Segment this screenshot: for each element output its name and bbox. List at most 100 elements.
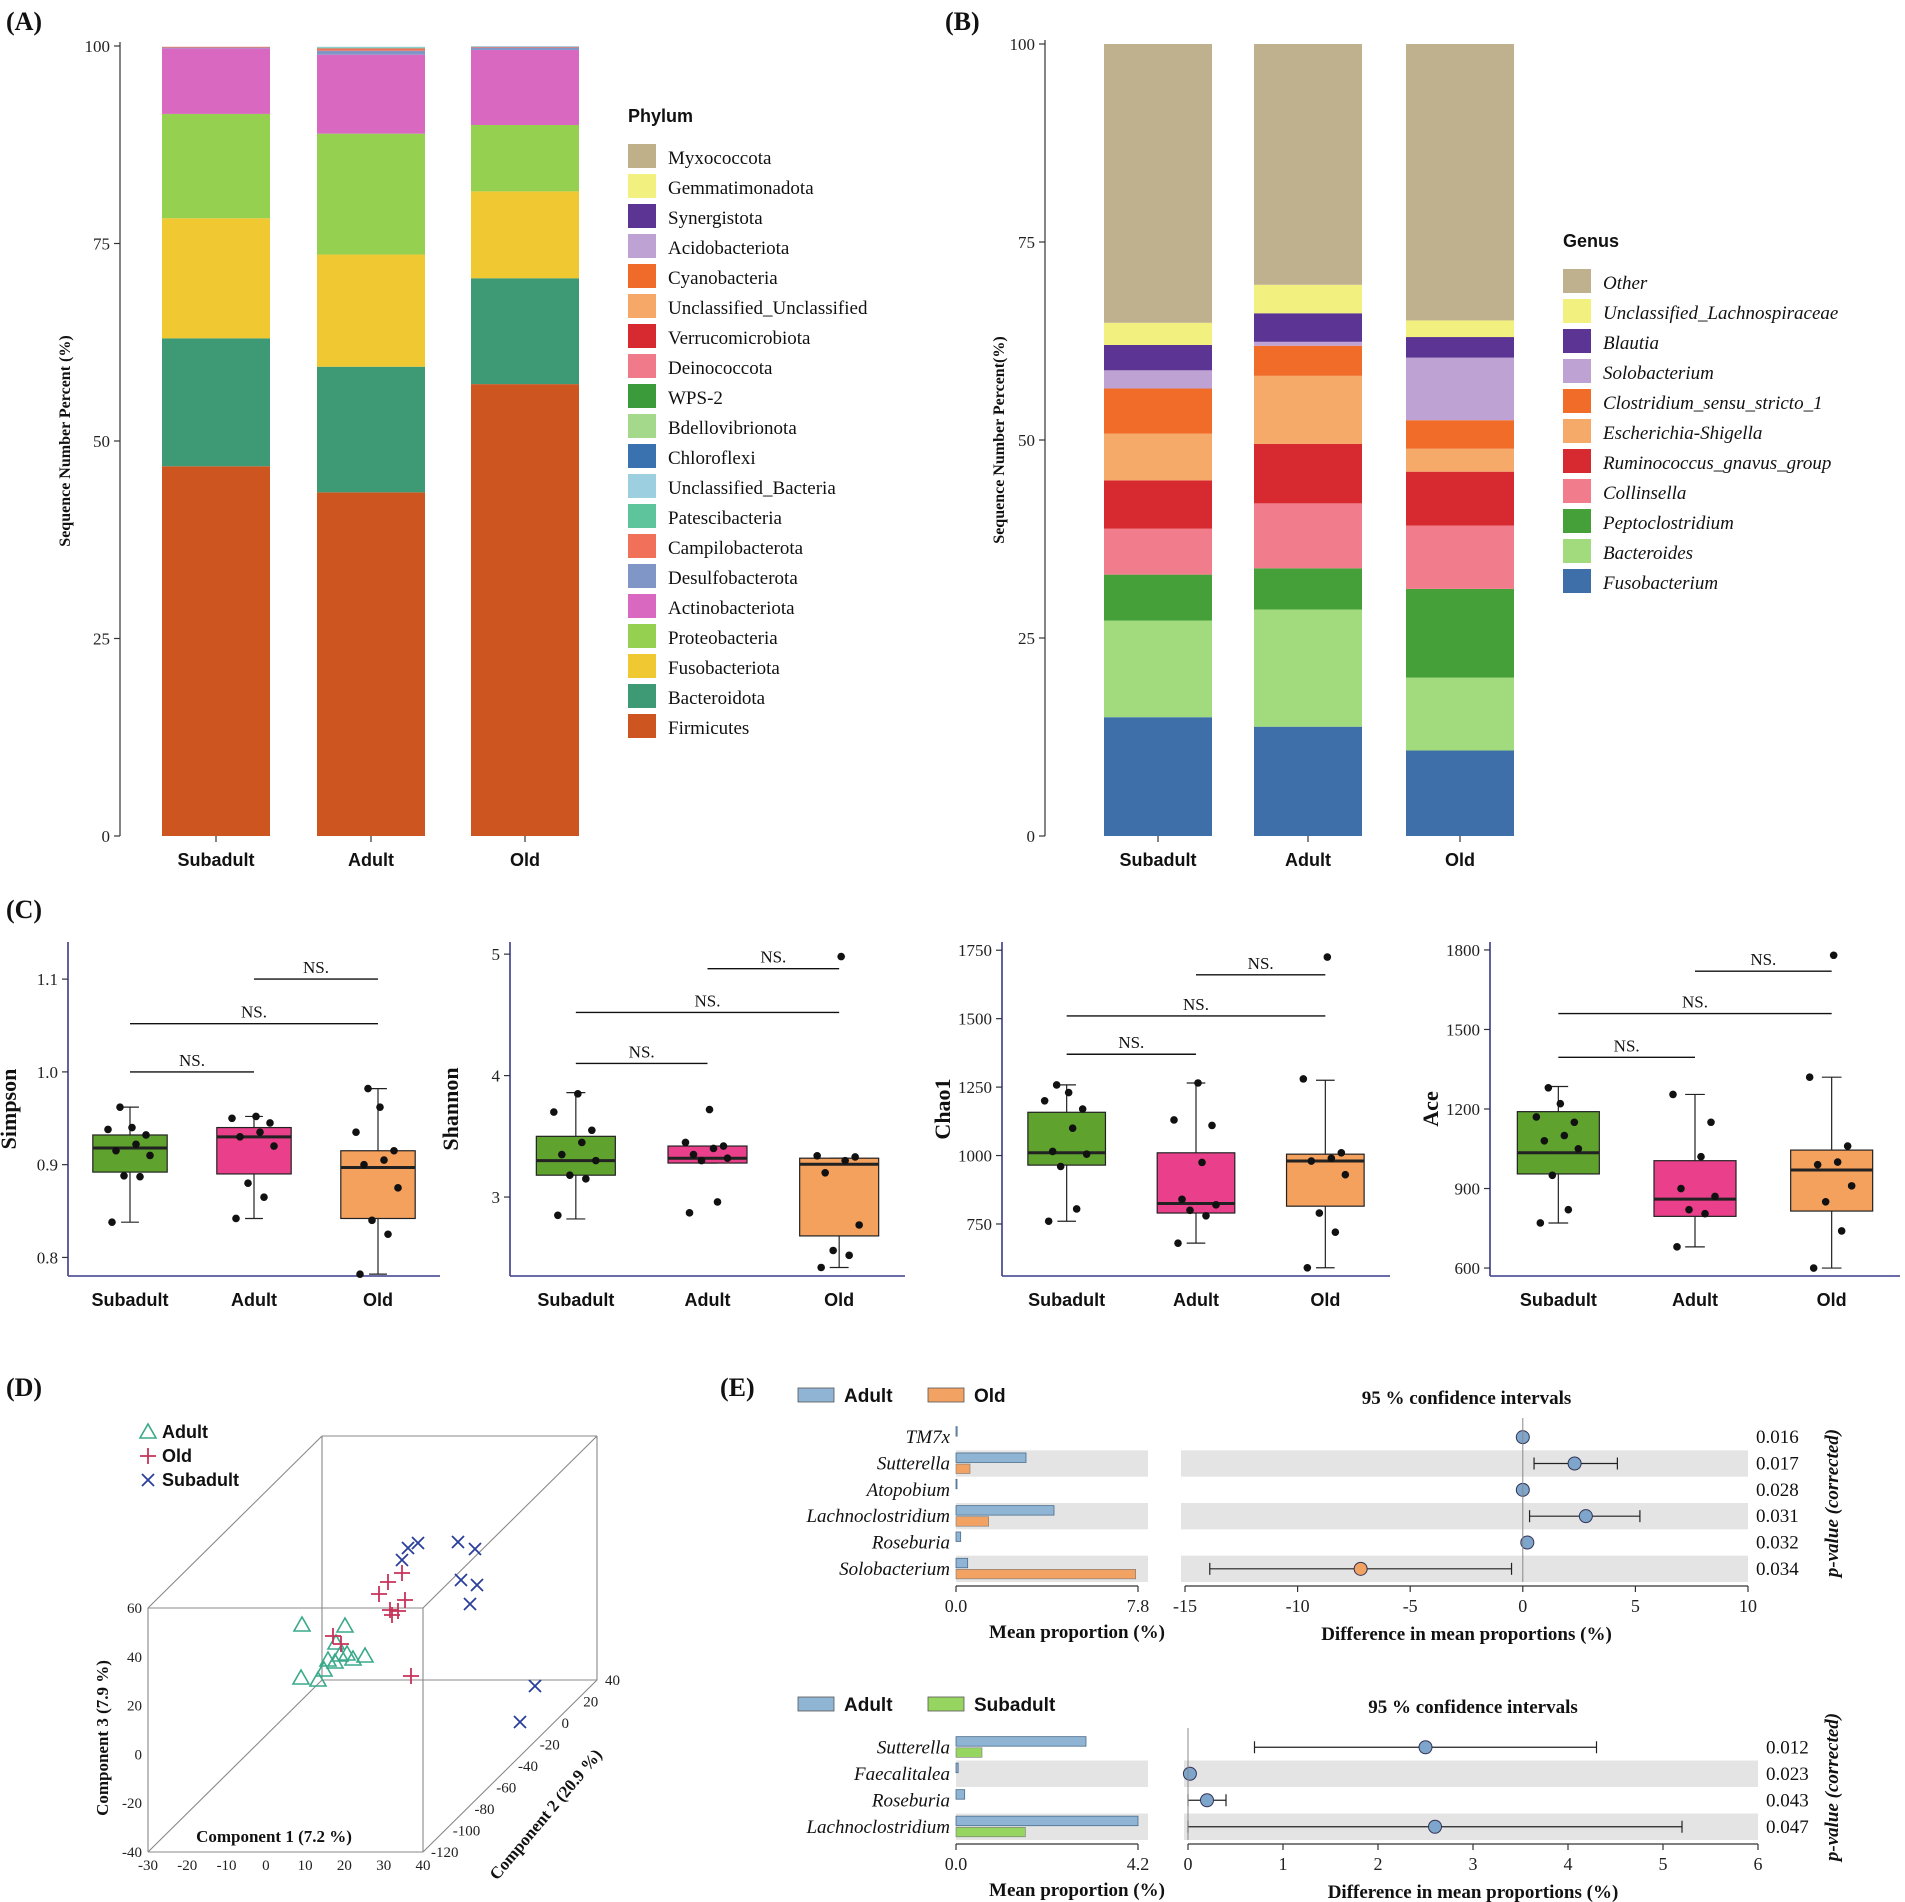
legend-swatch: [628, 444, 656, 468]
legend-item: Chloroflexi: [668, 448, 756, 469]
box: [92, 1134, 168, 1173]
data-point: [116, 1103, 124, 1111]
data-point: [813, 1151, 821, 1160]
cube-edge: [147, 1679, 323, 1853]
ci-tick-label: 0: [1184, 1854, 1193, 1874]
y-tick-label: 3: [492, 1188, 501, 1207]
legend-title: Phylum: [628, 106, 693, 126]
legend-item: WPS-2: [668, 388, 723, 409]
y-axis-title: Simpson: [0, 1069, 21, 1150]
ci-point: [1200, 1793, 1214, 1808]
legend-swatch: [1563, 419, 1591, 443]
data-point: [1707, 1118, 1715, 1127]
taxon-label: Lachnoclostridium: [805, 1817, 950, 1838]
data-point: [146, 1151, 154, 1160]
marker-plus: [371, 1586, 387, 1602]
legend-swatch: [628, 534, 656, 558]
bar-tick-label: 0.0: [945, 1854, 968, 1874]
box-plot-ace: 600 900 1200 1500 1800 Ace Subadult Adult Old NS.…: [1418, 941, 1900, 1310]
legend-swatch: [628, 234, 656, 258]
bar-segment-bacteroides: [1406, 677, 1514, 751]
marker-x: [470, 1578, 484, 1592]
bar-segment-campilobacterota: [317, 48, 425, 51]
data-point: [837, 952, 845, 961]
x-tick-label: Old: [363, 1290, 393, 1310]
row-band: [1184, 1760, 1758, 1787]
ci-tick-label: -15: [1173, 1596, 1197, 1616]
z-tick-label: -40: [122, 1845, 142, 1861]
bar-segment-firmicutes: [471, 384, 579, 836]
depth-tick-label: 40: [605, 1673, 620, 1689]
p-value: 0.012: [1766, 1737, 1809, 1758]
y-tick-label: 600: [1455, 1259, 1481, 1278]
data-point: [578, 1138, 586, 1147]
ci-tick-label: 3: [1469, 1854, 1478, 1874]
bar-segment-fusobacteriota: [162, 218, 270, 339]
marker-plus: [397, 1592, 413, 1608]
significance-label: NS.: [1118, 1033, 1144, 1052]
marker-triangle: [314, 1660, 334, 1677]
x-tick-label: Old: [1817, 1290, 1847, 1310]
legend-item: Subadult: [162, 1470, 239, 1490]
data-point: [1837, 1227, 1846, 1235]
data-point: [394, 1184, 402, 1192]
legend-item: Fusobacteriota: [668, 658, 780, 679]
marker-triangle: [291, 1668, 311, 1685]
data-point: [1829, 951, 1838, 960]
x-tick-label: Adult: [685, 1290, 731, 1310]
data-point: [845, 1251, 853, 1260]
bar-group-b: [955, 1747, 983, 1758]
legend-swatch: [1563, 479, 1591, 503]
y-tick-label: 100: [85, 37, 111, 56]
data-point: [1560, 1131, 1569, 1140]
y-tick-label: 1750: [958, 941, 992, 960]
data-point: [1198, 1158, 1206, 1167]
legend-item: Deinococcota: [668, 358, 773, 379]
p-value: 0.043: [1766, 1790, 1809, 1811]
data-point: [592, 1156, 600, 1165]
bar-group-b: [955, 1516, 989, 1527]
data-point: [1685, 1205, 1693, 1214]
bar-group-a: [955, 1505, 1055, 1516]
x-tick-label: Old: [1310, 1290, 1340, 1310]
bar-segment-fusobacterium: [1406, 750, 1514, 836]
data-point: [1048, 1147, 1057, 1156]
y-tick-label: 50: [93, 432, 110, 451]
legend-swatch: [797, 1387, 835, 1403]
marker-plus: [140, 1448, 156, 1464]
bar-segment-proteobacteria: [471, 125, 579, 192]
data-point: [1564, 1205, 1573, 1214]
data-point: [550, 1108, 558, 1116]
legend-swatch: [628, 354, 656, 378]
box: [667, 1145, 748, 1164]
bar-group-b: [955, 1826, 1026, 1838]
depth-tick-label: -20: [540, 1738, 560, 1754]
data-point: [390, 1146, 398, 1155]
data-point: [108, 1218, 116, 1226]
bar-segment-unclassified-bacteria: [471, 46, 579, 47]
significance-label: NS.: [1248, 954, 1274, 973]
data-point: [574, 1090, 582, 1098]
data-point: [1847, 1182, 1856, 1190]
legend-item: Verrucomicrobiota: [668, 328, 811, 349]
legend-swatch: [628, 294, 656, 318]
data-point: [260, 1193, 268, 1201]
data-point: [270, 1142, 278, 1150]
significance-label: NS.: [1183, 995, 1209, 1014]
marker-plus: [403, 1668, 419, 1684]
bar-group-b: [955, 1569, 1136, 1580]
legend-item: Synergistota: [668, 208, 763, 229]
marker-plus: [394, 1565, 410, 1581]
legend-item: Fusobacterium: [1602, 573, 1718, 594]
data-point: [352, 1128, 360, 1136]
p-value: 0.028: [1756, 1480, 1799, 1501]
data-point: [364, 1084, 372, 1093]
legend-item: Patescibacteria: [668, 508, 783, 529]
bar-segment-solobacterium: [1406, 357, 1514, 421]
data-point: [1697, 1152, 1705, 1161]
panel-label-d: (D): [6, 1373, 42, 1402]
data-point: [1208, 1121, 1216, 1130]
z-axis-title: Component 3 (7.9 %): [93, 1660, 112, 1816]
legend-swatch: [628, 714, 656, 738]
